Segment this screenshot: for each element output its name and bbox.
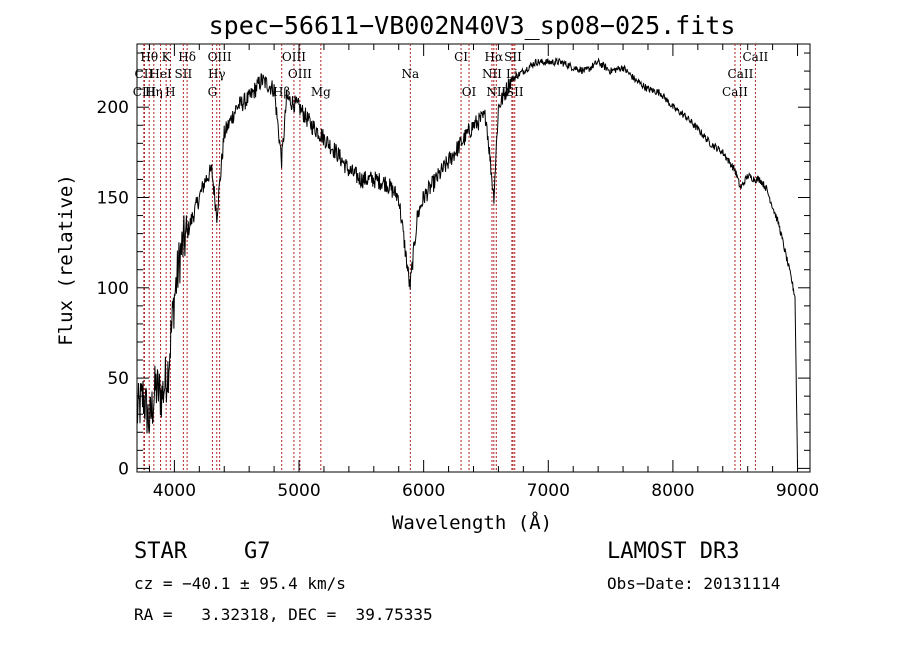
spectral-line-label: Li	[506, 67, 518, 81]
x-tick-label: 4000	[153, 481, 196, 501]
spectral-line-label: G	[208, 85, 218, 99]
spectral-line-label: OIII	[282, 50, 306, 64]
survey-name: LAMOST DR3	[607, 539, 740, 564]
spectral-line-label: OIII	[288, 67, 312, 81]
spectral-line-label: CaII	[722, 85, 748, 99]
spectral-line-label: CII	[135, 67, 154, 81]
spectral-line-label: CIII	[133, 85, 157, 99]
y-tick-label: 0	[118, 459, 129, 479]
spectral-line-label: NII	[482, 67, 502, 81]
spectral-line-label: Hδ	[178, 50, 196, 64]
spectral-line-label: H	[165, 85, 175, 99]
x-tick-label: 7000	[527, 481, 570, 501]
spectral-line-label: OI	[462, 85, 477, 99]
spectral-line-label: CaII	[742, 50, 768, 64]
x-tick-label: 9000	[776, 481, 819, 501]
chart-title: spec−56611−VB002N40V3_sp08−025.fits	[209, 11, 736, 40]
x-axis-label: Wavelength (Å)	[392, 511, 552, 534]
y-tick-label: 200	[97, 98, 129, 118]
spectral-line-label: Hθ	[140, 50, 158, 64]
spectral-line-label: Hγ	[208, 67, 226, 81]
object-subclass: G7	[244, 539, 271, 564]
x-tick-label: 5000	[277, 481, 320, 501]
y-axis-label: Flux (relative)	[55, 174, 77, 346]
axis-ticks	[137, 44, 810, 472]
spectral-line-label: SII	[175, 67, 193, 81]
y-tick-label: 50	[107, 369, 129, 389]
x-tick-label: 6000	[402, 481, 445, 501]
y-tick-label: 150	[97, 189, 129, 209]
spectral-line-label: OIII	[208, 50, 232, 64]
spectral-line-label: Hη	[145, 85, 163, 99]
spectral-line-label: Mg	[311, 85, 331, 99]
y-tick-label: 100	[97, 279, 129, 299]
spectral-line-label: Hα	[485, 50, 504, 64]
coordinates: RA = 3.32318, DEC = 39.75335	[134, 605, 433, 624]
spectral-line-label: Na	[401, 67, 419, 81]
obs-date: Obs−Date: 20131114	[607, 574, 781, 593]
axis-tick-labels: 4000 5000 6000 7000 8000 9000 0 50 100 150 200	[97, 98, 820, 501]
object-class: STAR	[134, 539, 187, 564]
spectral-line-label: K	[162, 50, 172, 64]
spectral-line-label: CI	[454, 50, 468, 64]
x-tick-label: 8000	[651, 481, 694, 501]
spectral-line-label: CaII	[728, 67, 754, 81]
spectrum-line	[136, 57, 798, 467]
spectral-line-label: SII	[504, 50, 522, 64]
redshift-cz: cz = −40.1 ± 95.4 km/s	[134, 574, 346, 593]
spectral-line-label: HeI	[149, 67, 172, 81]
